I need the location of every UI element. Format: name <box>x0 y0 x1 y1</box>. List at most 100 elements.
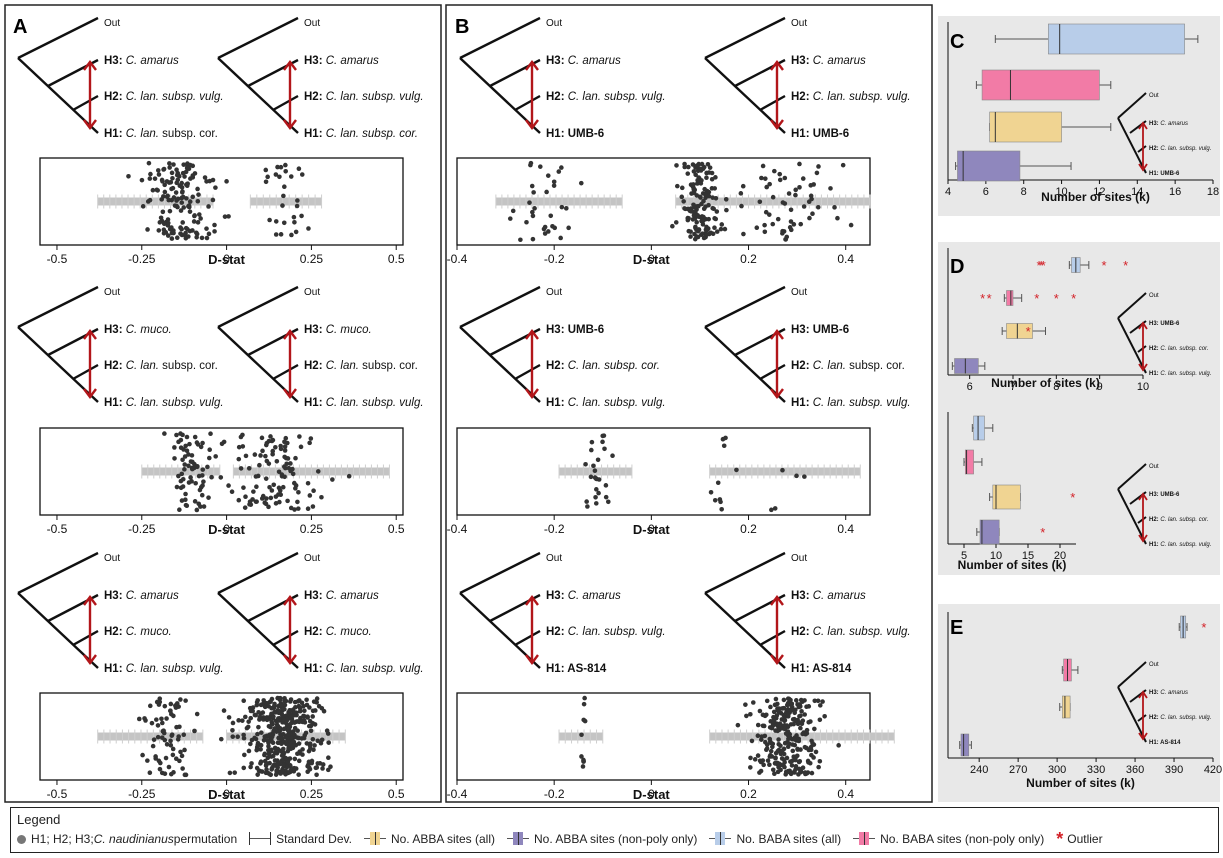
data-point <box>199 492 205 498</box>
data-point <box>758 759 764 765</box>
data-point <box>262 734 268 739</box>
x-axis-label: Number of sites (k) <box>958 558 1067 572</box>
data-point <box>603 483 609 488</box>
data-point <box>197 212 202 217</box>
data-point <box>140 204 146 209</box>
data-point <box>126 174 131 179</box>
data-point <box>775 769 781 775</box>
data-point <box>800 718 806 724</box>
data-point <box>195 220 201 225</box>
data-point <box>766 212 772 217</box>
data-point <box>169 236 175 241</box>
arrow-head-up <box>1138 492 1148 501</box>
x-axis-label: D-stat <box>633 787 671 802</box>
data-point <box>783 731 789 736</box>
data-point <box>139 177 145 183</box>
data-point <box>297 708 303 714</box>
x-tick-label: 0 <box>223 252 230 266</box>
data-point <box>155 734 161 740</box>
data-point <box>785 700 791 706</box>
data-point <box>276 469 282 475</box>
data-point <box>786 741 792 746</box>
x-tick-label: 330 <box>1087 764 1105 776</box>
data-point <box>267 484 272 490</box>
data-point <box>256 709 261 715</box>
data-point <box>187 209 193 214</box>
data-point <box>278 702 284 708</box>
data-point <box>808 744 814 750</box>
data-point <box>770 741 776 747</box>
data-point <box>835 215 840 221</box>
x-tick-label: 6 <box>983 186 989 198</box>
data-point <box>284 721 290 727</box>
data-point <box>722 226 728 232</box>
data-point <box>768 704 773 710</box>
x-tick-label: 0.25 <box>300 787 324 801</box>
dot-icon <box>17 834 26 844</box>
data-point <box>793 187 799 193</box>
phylo-tree: Out H3: C. amarus H2: C. lan. subsp. vulg.… <box>704 16 911 140</box>
arrow-head-down <box>1138 363 1148 372</box>
legend-abba-all-label: No. ABBA sites (all) <box>390 832 496 846</box>
tree-label-h1: H1: C. lan. subsp. vulg. <box>304 397 424 409</box>
data-point <box>255 473 261 479</box>
x-tick-label: 15 <box>1022 550 1034 562</box>
x-axis-label: Number of sites (k) <box>1026 776 1135 790</box>
box-baba_np <box>1006 290 1014 306</box>
data-point <box>241 735 247 741</box>
data-point <box>319 494 324 500</box>
data-point <box>167 226 173 232</box>
arrow-head-up <box>83 329 97 340</box>
data-point <box>778 710 784 716</box>
x-tick-label: 0.4 <box>837 252 854 266</box>
box-abba_np <box>960 733 970 757</box>
tree-branch <box>704 16 786 60</box>
data-point <box>293 229 299 235</box>
legend-item-abba-np: No. ABBA sites (non-poly only) <box>507 832 697 846</box>
x-tick-label: 0 <box>648 522 655 536</box>
data-point <box>701 206 707 212</box>
data-point <box>739 203 744 209</box>
data-point <box>243 453 249 459</box>
data-point <box>178 208 184 213</box>
x-tick-label: 20 <box>1054 550 1066 562</box>
data-point <box>182 174 187 179</box>
data-point <box>210 197 216 203</box>
data-point <box>286 729 292 734</box>
outlier-asterisk: * <box>1101 258 1106 273</box>
data-point <box>507 216 513 221</box>
data-point <box>769 754 775 759</box>
data-point <box>226 715 232 720</box>
tree-label-h3: H3: C. amarus <box>791 55 866 67</box>
data-point <box>240 432 245 438</box>
data-point <box>170 752 176 758</box>
data-point <box>307 705 312 710</box>
data-point <box>249 761 254 766</box>
data-point <box>814 170 820 176</box>
data-point <box>688 229 693 234</box>
data-point <box>297 749 302 755</box>
data-point <box>594 487 599 492</box>
tree-branch <box>759 94 786 112</box>
x-tick-label: 8 <box>1021 186 1027 198</box>
data-point <box>292 219 297 225</box>
data-point <box>675 183 680 189</box>
data-point <box>702 186 707 192</box>
data-point <box>238 466 244 471</box>
box-abba_np <box>957 150 1021 182</box>
data-point <box>559 165 564 170</box>
data-point <box>187 441 192 447</box>
data-point <box>593 501 599 506</box>
x-tick-label: 10 <box>990 550 1002 562</box>
data-point <box>147 176 153 181</box>
data-point <box>268 724 273 730</box>
data-point <box>551 183 557 188</box>
data-point <box>155 168 161 173</box>
data-point <box>271 762 277 768</box>
arrow-head-down <box>770 388 784 399</box>
data-point <box>817 717 823 723</box>
data-point <box>306 759 312 765</box>
data-point <box>305 506 311 512</box>
scatter-frame <box>39 157 404 246</box>
x-tick-label: -0.5 <box>47 522 68 536</box>
